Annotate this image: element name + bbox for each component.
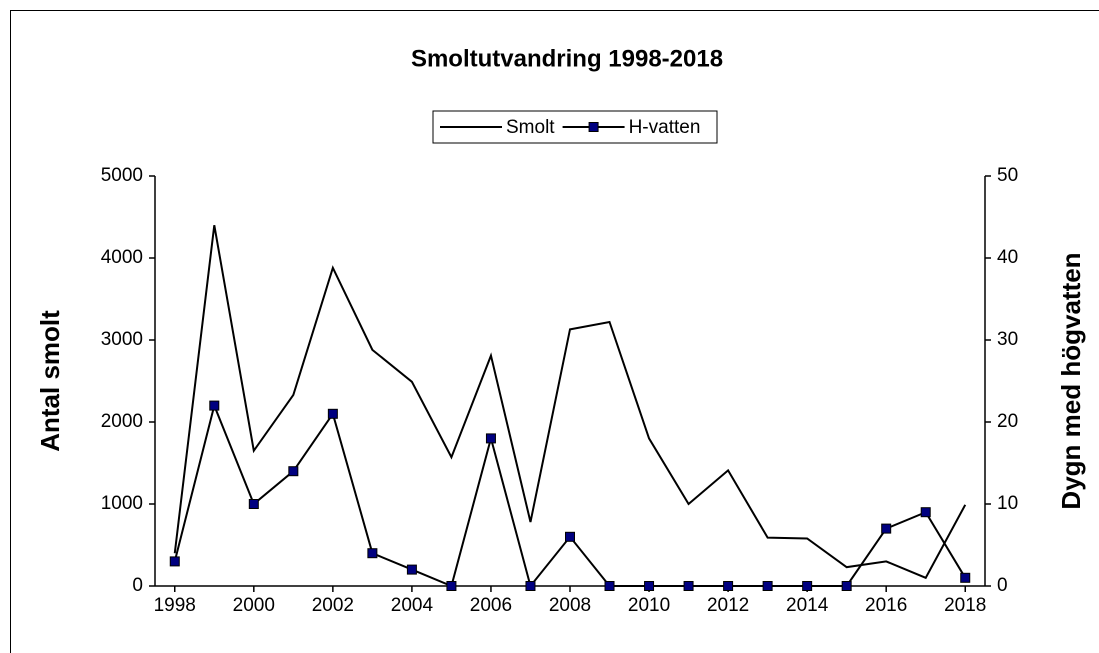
marker (406, 564, 417, 575)
marker (881, 523, 892, 534)
legend-label: Smolt (506, 117, 555, 138)
y-tick-label: 4000 (101, 247, 143, 268)
y-tick-label: 5000 (101, 165, 143, 186)
marker (209, 400, 220, 411)
marker (327, 408, 338, 419)
marker (762, 581, 773, 591)
y-tick-label: 0 (132, 575, 143, 596)
y2-tick-label: 30 (997, 329, 1018, 350)
marker (604, 581, 615, 591)
chart-frame (10, 10, 1099, 653)
x-tick-label: 2016 (865, 595, 907, 616)
x-tick-label: 2018 (944, 595, 986, 616)
x-tick-label: 2014 (786, 595, 829, 616)
marker (683, 581, 694, 591)
y2-tick-label: 0 (997, 575, 1008, 596)
chart-title: Smoltutvandring 1998-2018 (411, 45, 723, 72)
legend-label: H-vatten (629, 117, 701, 138)
marker (960, 572, 971, 583)
marker (288, 466, 299, 477)
marker (248, 499, 259, 509)
x-tick-label: 2000 (233, 595, 275, 616)
x-tick-label: 2008 (549, 595, 591, 616)
y-tick-label: 1000 (101, 493, 143, 514)
y2-tick-label: 40 (997, 247, 1018, 268)
y2-tick-label: 20 (997, 411, 1018, 432)
marker (485, 433, 496, 444)
y2-axis-label: Dygn med högvatten (1056, 252, 1086, 509)
legend: Smolt H-vatten (432, 110, 718, 144)
y2-tick-label: 10 (997, 493, 1018, 514)
x-tick-label: 2006 (470, 595, 512, 616)
series-line (173, 402, 967, 589)
y-axis-label: Antal smolt (35, 310, 65, 452)
x-tick-label: 2002 (312, 595, 354, 616)
marker (565, 531, 575, 542)
marker (644, 581, 655, 591)
marker (841, 581, 852, 591)
x-tick-label: 2004 (391, 595, 434, 616)
legend-marker (588, 122, 599, 132)
marker (723, 581, 734, 591)
marker (169, 556, 180, 567)
x-tick-label: 2012 (707, 595, 749, 616)
y-tick-label: 2000 (101, 411, 143, 432)
marker (367, 548, 378, 559)
y2-tick-label: 50 (997, 165, 1018, 186)
x-tick-label: 1998 (154, 595, 196, 616)
y-tick-label: 3000 (101, 329, 143, 350)
series-line (173, 225, 967, 580)
x-tick-label: 2010 (628, 595, 670, 616)
marker (446, 581, 457, 591)
marker (920, 507, 931, 518)
marker (802, 581, 813, 591)
marker (525, 581, 536, 591)
